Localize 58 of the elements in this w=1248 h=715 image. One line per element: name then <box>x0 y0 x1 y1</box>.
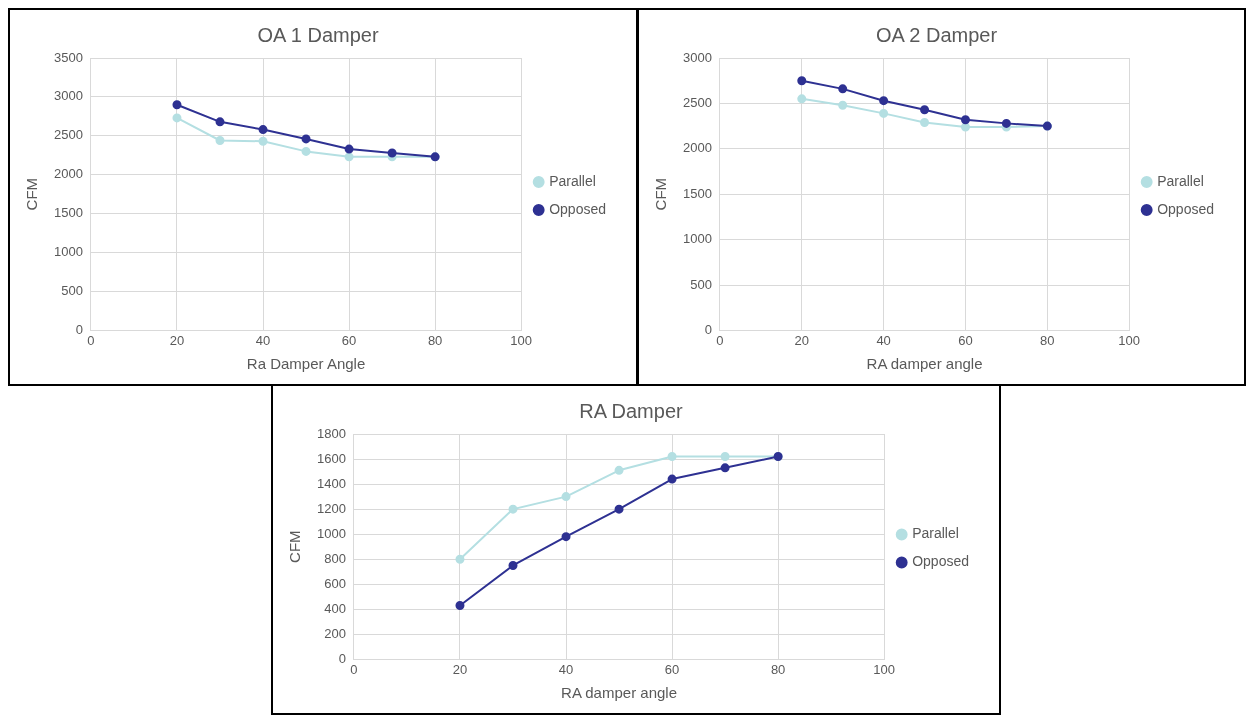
y-tick-label: 500 <box>690 276 712 292</box>
y-tick-label: 1000 <box>317 525 346 541</box>
y-tick-label: 500 <box>61 283 83 299</box>
x-axis-title: RA damper angle <box>561 684 677 702</box>
y-tick-label: 800 <box>324 550 346 566</box>
x-tick-label: 100 <box>873 661 896 677</box>
y-axis-title: CFM <box>286 530 304 563</box>
y-tick-label: 1400 <box>317 475 346 491</box>
x-axis-title: Ra Damper Angle <box>246 355 366 373</box>
x-tick-label: 0 <box>716 332 724 348</box>
legend-label: Parallel <box>549 172 596 189</box>
y-tick-label: 200 <box>324 625 346 641</box>
y-tick-label: 1000 <box>54 244 83 260</box>
x-axis-title: RA damper angle <box>866 355 983 373</box>
y-tick-label: 2000 <box>54 166 83 182</box>
x-tick-label: 60 <box>664 661 680 677</box>
x-tick-label: 80 <box>427 332 443 348</box>
y-tick-label: 2500 <box>683 94 712 110</box>
legend-label: Parallel <box>1157 172 1204 189</box>
y-tick-label: 2000 <box>683 140 712 156</box>
y-tick-label: 1600 <box>317 450 346 466</box>
x-tick-label: 0 <box>87 332 95 348</box>
y-axis-title: CFM <box>23 177 41 211</box>
x-tick-label: 80 <box>1040 332 1055 348</box>
x-tick-label: 40 <box>255 332 271 348</box>
chart-title: RA Damper <box>579 399 684 422</box>
y-tick-label: 1200 <box>317 500 346 516</box>
x-tick-label: 40 <box>558 661 574 677</box>
y-tick-label: 1000 <box>683 231 712 247</box>
chart-title: OA 1 Damper <box>257 23 379 46</box>
x-tick-label: 100 <box>510 332 533 348</box>
y-axis-title: CFM <box>652 177 670 211</box>
y-tick-label: 400 <box>324 600 346 616</box>
y-tick-label: 1500 <box>683 185 712 201</box>
y-tick-label: 0 <box>338 650 346 666</box>
y-tick-label: 600 <box>324 575 346 591</box>
y-tick-label: 3000 <box>683 49 712 65</box>
x-tick-label: 20 <box>794 332 810 348</box>
y-tick-label: 3000 <box>54 88 83 104</box>
legend-label: Opposed <box>1157 200 1215 217</box>
x-tick-label: 0 <box>350 661 358 677</box>
x-tick-label: 60 <box>341 332 357 348</box>
legend-label: Parallel <box>912 525 959 542</box>
legend-label: Opposed <box>912 553 970 570</box>
legend-label: Opposed <box>549 200 607 217</box>
y-tick-label: 2500 <box>54 127 83 143</box>
y-tick-label: 1500 <box>54 205 83 221</box>
y-tick-label: 0 <box>704 321 712 337</box>
x-tick-label: 20 <box>452 661 468 677</box>
x-tick-label: 60 <box>958 332 973 348</box>
y-tick-label: 0 <box>75 321 83 337</box>
x-tick-label: 80 <box>770 661 786 677</box>
x-tick-label: 40 <box>876 332 891 348</box>
x-tick-label: 100 <box>1118 332 1141 348</box>
y-tick-label: 3500 <box>54 49 83 65</box>
chart-title: OA 2 Damper <box>875 23 998 46</box>
x-tick-label: 20 <box>169 332 185 348</box>
y-tick-label: 1800 <box>317 425 346 441</box>
